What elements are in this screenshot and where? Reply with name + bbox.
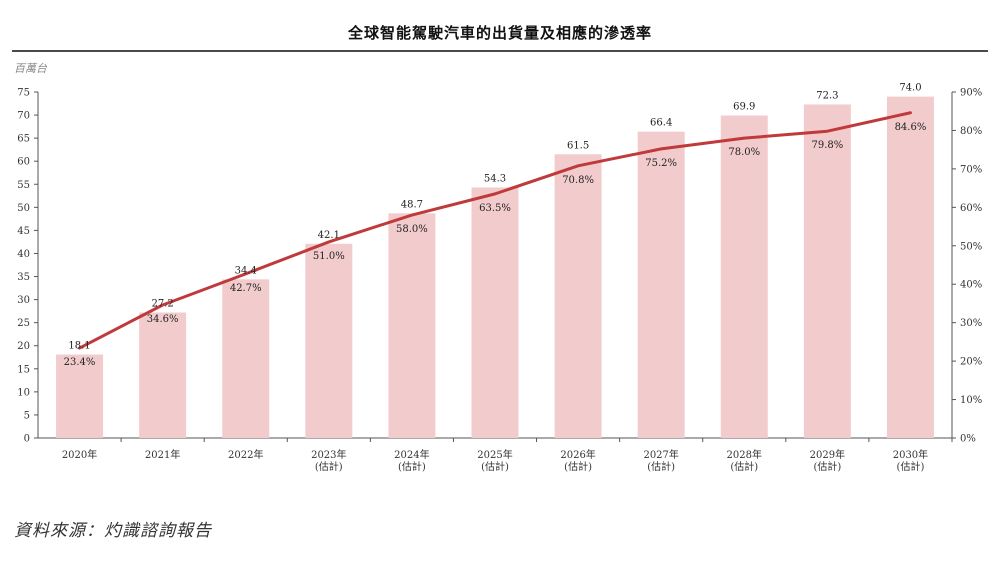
bar-value-label: 48.7 <box>401 199 423 210</box>
bar <box>471 187 519 438</box>
chart-title: 全球智能駕駛汽車的出貨量及相應的滲透率 <box>347 24 652 42</box>
left-tick-label: 5 <box>24 410 30 421</box>
bar-value-label: 54.3 <box>484 173 506 184</box>
right-tick-label: 20% <box>960 357 982 368</box>
x-tick-label: 2029年 <box>810 448 845 461</box>
x-tick-label: 2026年 <box>560 448 595 461</box>
left-tick-label: 10 <box>17 387 30 398</box>
left-tick-label: 70 <box>17 111 30 122</box>
line-value-label: 34.6% <box>147 314 179 325</box>
x-tick-note: (估計) <box>315 460 343 473</box>
line-value-label: 75.2% <box>645 158 677 169</box>
bar-value-label: 61.5 <box>567 140 589 151</box>
left-tick-label: 0 <box>24 434 30 445</box>
x-tick-label: 2021年 <box>145 448 180 461</box>
bar <box>222 279 270 438</box>
left-tick-label: 65 <box>17 134 30 145</box>
bar <box>637 131 685 438</box>
bar <box>139 312 187 438</box>
x-tick-note: (估計) <box>564 460 592 473</box>
line-value-label: 78.0% <box>728 147 760 158</box>
title-rule <box>12 50 988 52</box>
x-tick-note: (估計) <box>481 460 509 473</box>
left-tick-label: 35 <box>17 272 30 283</box>
x-tick-label: 2024年 <box>394 448 429 461</box>
right-tick-label: 90% <box>960 88 982 99</box>
source-note: 資料來源：灼識諮詢報告 <box>14 521 212 541</box>
x-tick-label: 2020年 <box>62 448 97 461</box>
x-tick-label: 2022年 <box>228 448 263 461</box>
left-tick-label: 60 <box>17 157 30 168</box>
right-tick-label: 10% <box>960 395 982 406</box>
bar <box>56 354 104 438</box>
left-tick-label: 25 <box>17 318 30 329</box>
right-tick-label: 60% <box>960 203 982 214</box>
bar-value-label: 42.1 <box>318 230 340 241</box>
left-tick-label: 55 <box>17 180 30 191</box>
x-tick-label: 2025年 <box>477 448 512 461</box>
right-tick-label: 70% <box>960 164 982 175</box>
bar-value-label: 34.4 <box>235 265 257 276</box>
x-tick-note: (估計) <box>897 460 925 473</box>
bar <box>388 213 436 438</box>
left-tick-label: 30 <box>17 295 30 306</box>
bar-value-label: 74.0 <box>899 83 921 94</box>
left-tick-label: 45 <box>17 226 30 237</box>
bar-value-label: 18.1 <box>68 340 90 351</box>
line-value-label: 58.0% <box>396 224 428 235</box>
x-tick-note: (估計) <box>398 460 426 473</box>
line-value-label: 42.7% <box>230 283 262 294</box>
right-tick-label: 40% <box>960 280 982 291</box>
bar <box>305 243 353 438</box>
line-value-label: 51.0% <box>313 251 345 262</box>
left-tick-label: 20 <box>17 341 30 352</box>
bar <box>886 96 934 438</box>
x-tick-note: (估計) <box>813 460 841 473</box>
x-tick-note: (估計) <box>647 460 675 473</box>
bar <box>803 104 851 439</box>
left-tick-label: 50 <box>17 203 30 214</box>
x-tick-label: 2027年 <box>643 448 678 461</box>
left-tick-label: 15 <box>17 364 30 375</box>
bar-value-label: 66.4 <box>650 118 672 129</box>
bar <box>554 154 602 438</box>
line-value-label: 63.5% <box>479 203 511 214</box>
line-value-label: 79.8% <box>811 140 843 151</box>
penetration-line <box>78 111 912 350</box>
line-value-label: 84.6% <box>895 122 927 133</box>
line-value-label: 70.8% <box>562 175 594 186</box>
line-value-label: 23.4% <box>64 357 96 368</box>
x-tick-label: 2030年 <box>893 448 928 461</box>
bar-value-label: 27.2 <box>152 299 174 310</box>
right-tick-label: 80% <box>960 126 982 137</box>
y-unit-label: 百萬台 <box>14 62 48 75</box>
bar-value-label: 69.9 <box>733 102 755 113</box>
x-tick-label: 2023年 <box>311 448 346 461</box>
right-tick-label: 0% <box>960 434 976 445</box>
x-tick-label: 2028年 <box>727 448 762 461</box>
x-tick-note: (估計) <box>730 460 758 473</box>
bar <box>720 115 768 438</box>
right-tick-label: 50% <box>960 241 982 252</box>
bar-value-label: 72.3 <box>816 90 838 101</box>
right-tick-label: 30% <box>960 318 982 329</box>
left-tick-label: 40 <box>17 249 30 260</box>
left-tick-label: 75 <box>17 88 30 99</box>
